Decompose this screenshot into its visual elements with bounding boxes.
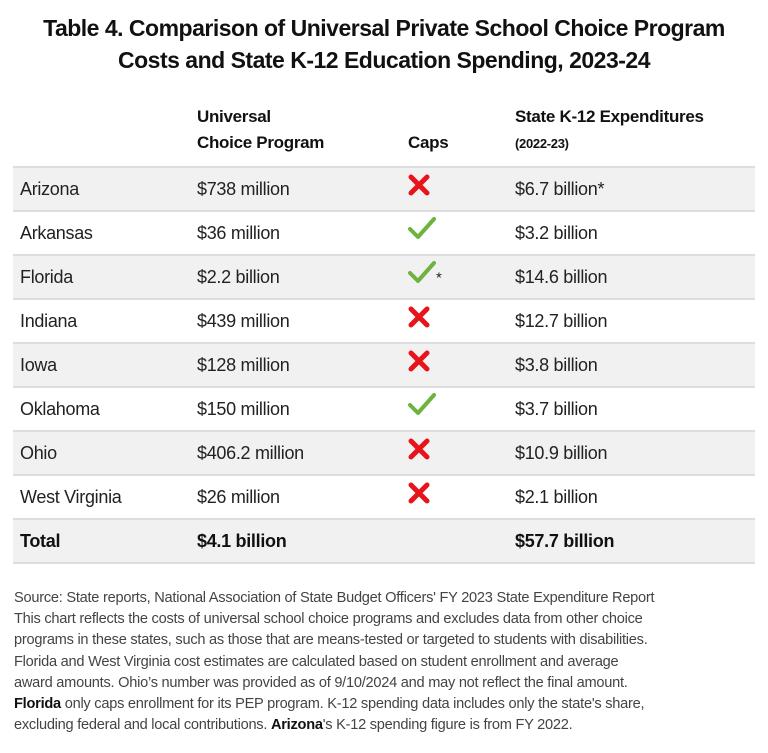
table-row: Arkansas $36 million $3.2 billion — [13, 212, 755, 256]
state-cell: Arizona — [20, 179, 79, 199]
footnote-line: Source: State reports, National Associat… — [14, 590, 655, 606]
total-row: Total $4.1 billion $57.7 billion — [13, 520, 755, 564]
title-line-1: Table 4. Comparison of Universal Private… — [43, 15, 725, 41]
cross-icon — [408, 169, 430, 211]
table-row: Iowa $128 million $3.8 billion — [13, 344, 755, 388]
state-cell: Ohio — [20, 443, 57, 463]
footnote-text: 's K-12 spending figure is from FY 2022. — [322, 717, 573, 734]
program-cost-cell: $738 million — [197, 179, 290, 199]
total-label: Total — [20, 531, 61, 551]
caps-cell — [408, 432, 430, 475]
caps-cell — [408, 388, 436, 431]
total-program-cost: $4.1 billion — [197, 531, 287, 551]
state-cell: Indiana — [20, 311, 77, 331]
cross-icon — [408, 301, 430, 343]
expenditures-cell: $6.7 billion* — [515, 179, 605, 199]
check-icon — [408, 257, 436, 299]
footnote-line: excluding federal and local contribution… — [14, 715, 759, 736]
table-row: Oklahoma $150 million $3.7 billion — [13, 388, 755, 432]
header-expenditures-line-1: State K-12 Expenditures — [515, 107, 704, 126]
header-caps: Caps — [408, 133, 449, 152]
table-row: Indiana $439 million $12.7 billion — [13, 300, 755, 344]
expenditures-cell: $12.7 billion — [515, 311, 608, 331]
caps-note: * — [436, 269, 442, 287]
footnote-text: excluding federal and local contribution… — [14, 717, 271, 734]
state-cell: West Virginia — [20, 487, 122, 507]
check-icon — [408, 389, 436, 431]
caps-cell — [408, 212, 436, 255]
header-program: Universal Choice Program — [197, 104, 324, 156]
header-expenditures-line-2: (2022-23) — [515, 136, 569, 151]
footnote-text: only caps enrollment for its PEP program… — [60, 696, 645, 713]
state-cell: Arkansas — [20, 223, 93, 243]
expenditures-cell: $14.6 billion — [515, 267, 608, 287]
state-cell: Iowa — [20, 355, 57, 375]
total-expenditures: $57.7 billion — [515, 531, 615, 551]
program-cost-cell: $2.2 billion — [197, 267, 280, 287]
caps-cell — [408, 476, 430, 519]
footnote-line: Florida and West Virginia cost estimates… — [14, 653, 619, 670]
footnote-florida: Florida — [14, 696, 61, 713]
footnote-line: programs in these states, such as those … — [14, 632, 648, 649]
check-icon — [408, 213, 436, 255]
footnote: Source: State reports, National Associat… — [14, 588, 759, 736]
footnote-line: award amounts. Ohio’s number was provide… — [14, 674, 628, 691]
table-row: Arizona $738 million $6.7 billion* — [13, 168, 755, 212]
state-cell: Oklahoma — [20, 399, 100, 419]
caps-cell: * — [408, 256, 442, 299]
program-cost-cell: $36 million — [197, 223, 280, 243]
program-cost-cell: $26 million — [197, 487, 280, 507]
caps-cell — [408, 168, 430, 211]
caps-cell — [408, 344, 430, 387]
program-cost-cell: $128 million — [197, 355, 290, 375]
table-title: Table 4. Comparison of Universal Private… — [0, 12, 768, 76]
title-line-2: Costs and State K-12 Education Spending,… — [118, 47, 650, 73]
footnote-line: Florida only caps enrollment for its PEP… — [14, 694, 759, 715]
footnote-line: This chart reflects the costs of univers… — [14, 611, 643, 628]
state-cell: Florida — [20, 267, 73, 287]
program-cost-cell: $439 million — [197, 311, 290, 331]
program-cost-cell: $406.2 million — [197, 443, 304, 463]
expenditures-cell: $3.2 billion — [515, 223, 598, 243]
caps-cell — [408, 300, 430, 343]
expenditures-cell: $2.1 billion — [515, 487, 598, 507]
table-row: Ohio $406.2 million $10.9 billion — [13, 432, 755, 476]
cross-icon — [408, 345, 430, 387]
expenditures-cell: $3.8 billion — [515, 355, 598, 375]
comparison-table: Arizona $738 million $6.7 billion* Arkan… — [13, 166, 755, 564]
expenditures-cell: $10.9 billion — [515, 443, 608, 463]
table-row: Florida $2.2 billion * $14.6 billion — [13, 256, 755, 300]
cross-icon — [408, 477, 430, 519]
header-expenditures: State K-12 Expenditures (2022-23) — [515, 104, 704, 157]
table-header: Universal Choice Program Caps State K-12… — [13, 104, 755, 166]
header-program-line-1: Universal — [197, 107, 271, 126]
program-cost-cell: $150 million — [197, 399, 290, 419]
cross-icon — [408, 433, 430, 475]
footnote-arizona: Arizona — [270, 717, 323, 734]
expenditures-cell: $3.7 billion — [515, 399, 598, 419]
table-row: West Virginia $26 million $2.1 billion — [13, 476, 755, 520]
header-program-line-2: Choice Program — [197, 133, 325, 152]
